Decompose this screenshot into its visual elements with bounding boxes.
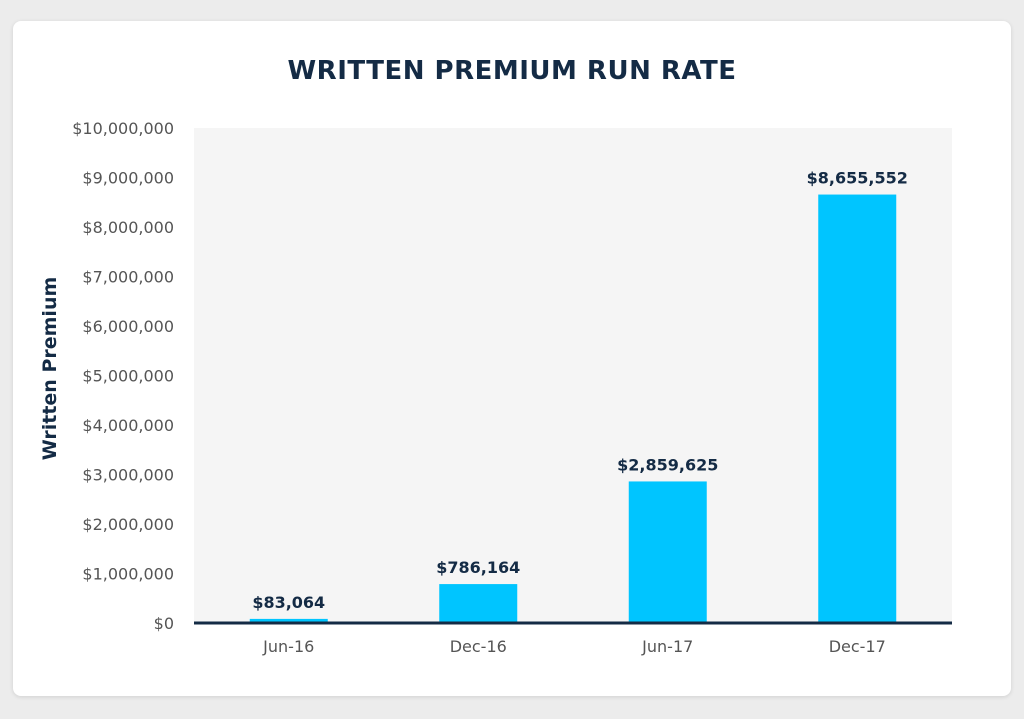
data-label: $83,064 bbox=[252, 593, 325, 612]
x-tick-label: Dec-16 bbox=[450, 637, 507, 656]
x-tick-label: Jun-17 bbox=[641, 637, 693, 656]
bar bbox=[249, 618, 328, 623]
y-axis-label: Written Premium bbox=[39, 277, 61, 461]
bar bbox=[628, 481, 707, 623]
y-tick-label: $7,000,000 bbox=[82, 268, 174, 287]
data-label: $8,655,552 bbox=[807, 169, 908, 188]
y-tick-label: $10,000,000 bbox=[72, 119, 174, 138]
chart-title: WRITTEN PREMIUM RUN RATE bbox=[287, 56, 737, 86]
y-tick-label: $1,000,000 bbox=[82, 565, 174, 584]
bar bbox=[818, 194, 897, 623]
bars bbox=[249, 194, 897, 623]
x-tick-label: Jun-16 bbox=[262, 637, 314, 656]
y-tick-label: $9,000,000 bbox=[82, 169, 174, 188]
y-tick-label: $8,000,000 bbox=[82, 218, 174, 237]
y-tick-label: $0 bbox=[154, 614, 174, 633]
y-tick-label: $4,000,000 bbox=[82, 416, 174, 435]
data-labels: $83,064 $786,164 $2,859,625 $8,655,552 bbox=[252, 169, 908, 612]
y-tick-label: $2,000,000 bbox=[82, 515, 174, 534]
data-label: $786,164 bbox=[436, 558, 520, 577]
y-axis-ticks: $0 $1,000,000 $2,000,000 $3,000,000 $4,000,0… bbox=[72, 119, 174, 633]
y-tick-label: $5,000,000 bbox=[82, 367, 174, 386]
x-axis-ticks: Jun-16 Dec-16 Jun-17 Dec-17 bbox=[262, 637, 886, 656]
y-tick-label: $3,000,000 bbox=[82, 466, 174, 485]
data-label: $2,859,625 bbox=[617, 455, 718, 474]
bar bbox=[439, 584, 518, 623]
y-tick-label: $6,000,000 bbox=[82, 317, 174, 336]
x-tick-label: Dec-17 bbox=[829, 637, 886, 656]
